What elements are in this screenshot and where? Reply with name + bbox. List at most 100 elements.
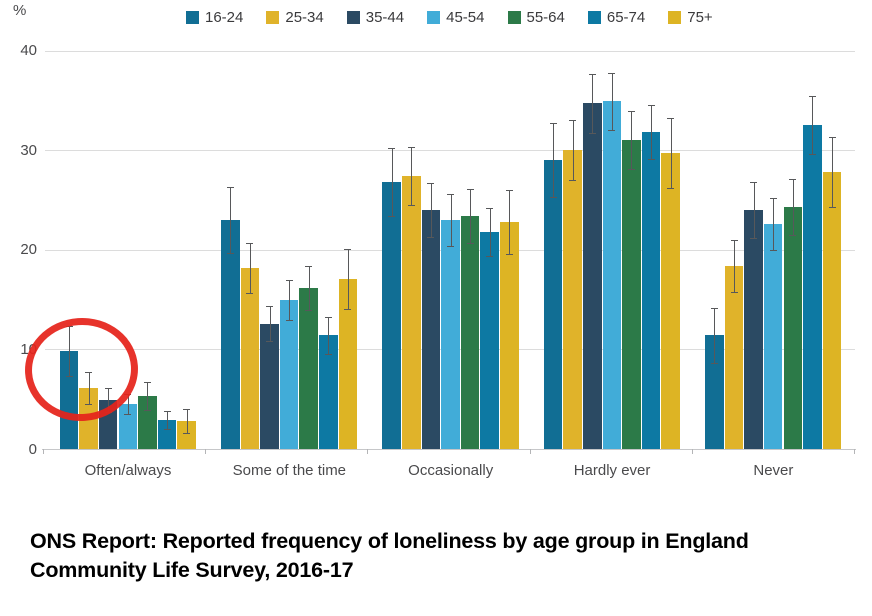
bar-55-64 bbox=[783, 206, 803, 449]
category-label: Often/always bbox=[84, 462, 172, 479]
error-bar-cap-bottom bbox=[466, 242, 474, 244]
caption: ONS Report: Reported frequency of loneli… bbox=[30, 527, 749, 585]
error-bar-cap-top bbox=[305, 265, 313, 267]
error-bar bbox=[611, 72, 613, 131]
error-bar-cap-bottom bbox=[647, 159, 655, 161]
error-bar-cap-bottom bbox=[324, 354, 332, 356]
bar-35-44 bbox=[744, 209, 763, 449]
error-bar-cap-top bbox=[246, 242, 254, 244]
error-bar-cap-bottom bbox=[246, 292, 254, 294]
bar-55-64 bbox=[622, 140, 641, 449]
legend-item: 25-34 bbox=[266, 9, 324, 26]
bar-75+ bbox=[500, 221, 519, 449]
error-bar-cap-top bbox=[285, 279, 293, 281]
bar-25-34 bbox=[563, 150, 582, 449]
error-bar-cap-bottom bbox=[486, 255, 494, 257]
error-bar-cap-bottom bbox=[828, 206, 836, 208]
y-tick-label: 20 bbox=[20, 241, 37, 259]
gridline bbox=[45, 50, 855, 52]
error-bar bbox=[651, 105, 653, 160]
error-bar-cap-bottom bbox=[285, 319, 293, 321]
error-bar bbox=[631, 111, 633, 170]
bar-55-64 bbox=[299, 287, 319, 449]
error-bar-cap-top bbox=[808, 96, 816, 98]
error-bar-cap-bottom bbox=[808, 154, 816, 156]
error-bar bbox=[69, 326, 70, 377]
error-bar-cap-top bbox=[505, 190, 513, 192]
bar-45-54 bbox=[279, 299, 299, 449]
error-bar-cap-bottom bbox=[65, 376, 73, 378]
error-bar-cap-top bbox=[183, 409, 191, 411]
error-bar bbox=[592, 73, 594, 134]
y-tick-label: 30 bbox=[20, 141, 37, 159]
category-label: Hardly ever bbox=[573, 462, 651, 479]
error-bar bbox=[553, 123, 555, 197]
error-bar bbox=[470, 189, 472, 243]
error-bar bbox=[147, 382, 149, 411]
bar-25-34 bbox=[240, 267, 260, 449]
error-bar bbox=[773, 198, 775, 250]
error-bar-cap-bottom bbox=[549, 197, 557, 198]
error-bar-cap-top bbox=[85, 372, 93, 374]
error-bar-cap-bottom bbox=[569, 180, 577, 182]
error-bar-cap-top bbox=[65, 326, 73, 328]
bar-75+ bbox=[338, 278, 358, 449]
bar-25-34 bbox=[724, 265, 744, 449]
bar-35-44 bbox=[421, 209, 441, 449]
legend-label: 55-64 bbox=[526, 9, 565, 26]
x-axis-tick bbox=[529, 449, 531, 454]
error-bar-cap-top bbox=[427, 183, 435, 185]
error-bar-cap-bottom bbox=[226, 252, 234, 254]
legend: 16-24 25-34 35-44 45-54 55-64 65-74 75+ bbox=[186, 9, 736, 26]
legend-label: 45-54 bbox=[446, 9, 485, 26]
error-bar-cap-bottom bbox=[163, 429, 171, 431]
error-bar bbox=[88, 372, 90, 405]
x-axis-tick bbox=[691, 449, 693, 454]
legend-item: 16-24 bbox=[186, 9, 243, 26]
error-bar bbox=[108, 388, 110, 413]
category-label: Never bbox=[753, 462, 794, 479]
error-bar-cap-top bbox=[388, 148, 396, 150]
error-bar bbox=[391, 148, 393, 216]
error-bar-cap-bottom bbox=[710, 363, 718, 365]
error-bar-cap-top bbox=[627, 111, 635, 113]
error-bar-cap-bottom bbox=[608, 130, 616, 132]
error-bar-cap-top bbox=[549, 123, 557, 125]
bar-65-74 bbox=[157, 420, 177, 449]
error-bar bbox=[450, 194, 452, 246]
error-bar-cap-bottom bbox=[183, 433, 191, 435]
legend-swatch bbox=[346, 11, 360, 24]
bar-16-24 bbox=[705, 335, 724, 449]
error-bar-cap-top bbox=[647, 105, 655, 107]
error-bar-cap-top bbox=[828, 137, 836, 139]
error-bar-cap-bottom bbox=[388, 215, 396, 217]
error-bar-cap-top bbox=[447, 194, 454, 196]
error-bar-cap-top bbox=[608, 72, 616, 74]
error-bar-cap-bottom bbox=[667, 188, 675, 190]
error-bar bbox=[347, 248, 349, 309]
error-bar-cap-top bbox=[588, 73, 596, 75]
legend-swatch bbox=[266, 11, 280, 24]
bar-45-54 bbox=[602, 101, 622, 449]
bar-45-54 bbox=[118, 404, 138, 449]
bar-35-44 bbox=[260, 323, 279, 449]
error-bar-cap-top bbox=[163, 411, 171, 413]
legend-label: 35-44 bbox=[365, 9, 405, 26]
error-bar bbox=[812, 96, 814, 155]
bar-16-24 bbox=[221, 219, 240, 449]
x-axis-line bbox=[42, 449, 856, 450]
error-bar-cap-bottom bbox=[124, 414, 132, 416]
error-bar-cap-bottom bbox=[143, 410, 151, 412]
category-label: Some of the time bbox=[232, 462, 347, 479]
x-axis-tick bbox=[42, 449, 44, 454]
error-bar-cap-bottom bbox=[266, 341, 274, 343]
error-bar bbox=[308, 265, 310, 310]
bar-35-44 bbox=[98, 400, 118, 449]
legend-swatch bbox=[507, 11, 521, 24]
legend-item: 75+ bbox=[668, 9, 713, 26]
error-bar bbox=[714, 307, 716, 364]
error-bar-cap-top bbox=[569, 120, 577, 122]
bar-75+ bbox=[822, 172, 842, 449]
error-bar-cap-top bbox=[124, 394, 132, 396]
